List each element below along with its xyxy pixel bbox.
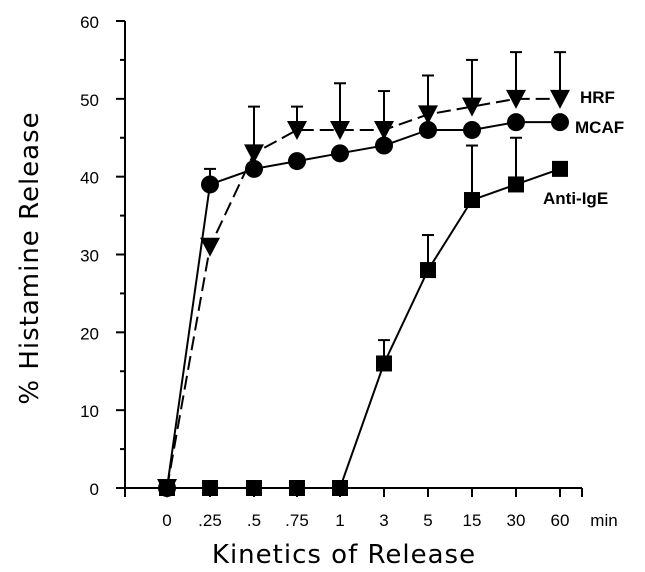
marker-circle (201, 175, 219, 194)
y-tick-label: 0 (90, 480, 99, 499)
x-tick-label: 3 (379, 511, 388, 530)
series-markers (157, 89, 570, 498)
x-tick-label: .5 (247, 511, 261, 530)
x-tick-label: 1 (335, 511, 344, 530)
series-label-anti-ige: Anti-IgE (543, 189, 608, 208)
series-line-hrf (166, 97, 560, 489)
marker-circle (419, 120, 437, 139)
labels: HRF MCAF Anti-IgE (543, 88, 624, 208)
x-unit-label: min (590, 511, 617, 530)
marker-circle (551, 113, 569, 132)
marker-circle (507, 113, 525, 132)
x-axis-title: Kinetics of Release (212, 540, 476, 570)
y-tick-label: 50 (80, 91, 99, 110)
marker-square (376, 355, 392, 372)
marker-triangle-down (462, 97, 482, 117)
x-tick-label: 60 (551, 511, 570, 530)
marker-circle (331, 144, 349, 163)
marker-triangle-down (330, 120, 350, 140)
series-label-mcaf: MCAF (575, 118, 624, 137)
x-tick-label: .75 (285, 511, 309, 530)
marker-circle (245, 159, 263, 178)
series-lines (166, 97, 561, 489)
series-label-hrf: HRF (580, 88, 615, 107)
marker-circle (288, 152, 306, 171)
y-tick-label: 20 (80, 324, 99, 343)
x-tick-label: 30 (507, 511, 526, 530)
marker-square (246, 480, 262, 496)
marker-square (289, 480, 305, 496)
y-axis-title: % Histamine Release (15, 111, 45, 404)
marker-square (159, 480, 175, 496)
marker-triangle-down (374, 120, 394, 140)
series-line-anti-ige (167, 167, 561, 489)
y-tick-label: 10 (80, 402, 99, 421)
marker-square (508, 176, 524, 193)
marker-circle (463, 120, 481, 139)
marker-square (464, 192, 480, 209)
y-tick-label: 40 (80, 169, 99, 188)
x-tick-label: 5 (423, 511, 432, 530)
x-tick-label: 15 (463, 511, 482, 530)
marker-square (202, 480, 218, 496)
marker-circle (375, 136, 393, 155)
marker-triangle-down (418, 105, 438, 125)
series-line-mcaf (166, 121, 560, 489)
marker-square (332, 480, 348, 496)
marker-triangle-down (200, 237, 220, 257)
y-tick-label: 30 (80, 247, 99, 266)
marker-triangle-down (550, 89, 570, 109)
y-tick-label: 60 (80, 13, 99, 32)
marker-square (420, 262, 436, 279)
marker-triangle-down (506, 89, 526, 109)
x-tick-label: 0 (162, 511, 171, 530)
marker-triangle-down (244, 144, 264, 164)
marker-triangle-down (287, 120, 307, 140)
axes: 0 10 20 30 40 50 60 0 .25 .5 .75 1 3 5 15 30 60 min (80, 13, 618, 530)
x-tick-label: .25 (198, 511, 222, 530)
marker-square (552, 160, 568, 177)
